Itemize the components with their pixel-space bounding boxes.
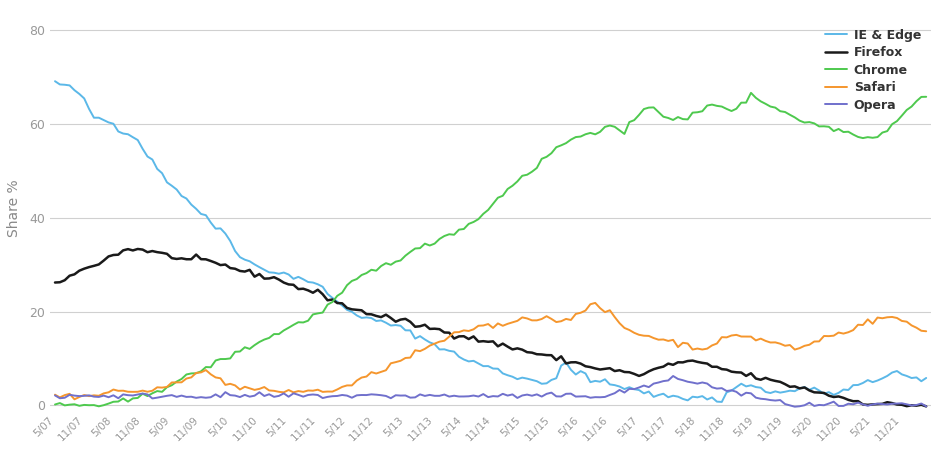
Firefox [896,402,907,408]
Opera [152,395,163,400]
Opera [901,401,913,407]
Chrome [901,107,913,112]
Safari [833,330,844,335]
Safari [590,300,601,306]
Opera [833,403,844,409]
IE & Edge [380,320,391,325]
Chrome [234,349,246,354]
Firefox [157,250,168,256]
Chrome [833,126,844,132]
Line: Safari: Safari [55,303,926,399]
IE & Edge [920,375,931,381]
Chrome [64,402,75,407]
Firefox [234,268,246,274]
Firefox [64,273,75,279]
Line: Opera: Opera [55,376,926,407]
IE & Edge [50,78,61,84]
IE & Edge [828,392,840,398]
Firefox [920,404,931,409]
IE & Edge [152,166,163,171]
Firefox [50,280,61,285]
Chrome [157,389,168,395]
Opera [380,393,391,399]
Y-axis label: Share %: Share % [7,180,21,237]
Safari [901,319,913,324]
Opera [789,404,800,410]
Safari [50,392,61,397]
Opera [920,404,931,409]
Line: Chrome: Chrome [55,93,926,406]
Safari [157,385,168,390]
IE & Edge [64,83,75,88]
IE & Edge [230,248,241,254]
IE & Edge [716,399,727,405]
Line: IE & Edge: IE & Edge [55,81,926,402]
Opera [668,374,679,379]
Safari [386,360,397,366]
Line: Firefox: Firefox [55,249,926,406]
Opera [230,393,241,398]
Opera [64,392,75,397]
Safari [64,391,75,396]
Safari [920,328,931,334]
IE & Edge [896,372,907,377]
Safari [234,387,246,392]
Chrome [386,262,397,267]
Chrome [746,90,757,95]
Safari [68,396,80,402]
Firefox [132,246,144,252]
Legend: IE & Edge, Firefox, Chrome, Safari, Opera: IE & Edge, Firefox, Chrome, Safari, Oper… [821,25,925,115]
Opera [50,393,61,398]
Chrome [93,404,104,409]
Chrome [920,94,931,99]
Chrome [50,402,61,407]
Firefox [386,315,397,321]
Firefox [828,394,840,400]
